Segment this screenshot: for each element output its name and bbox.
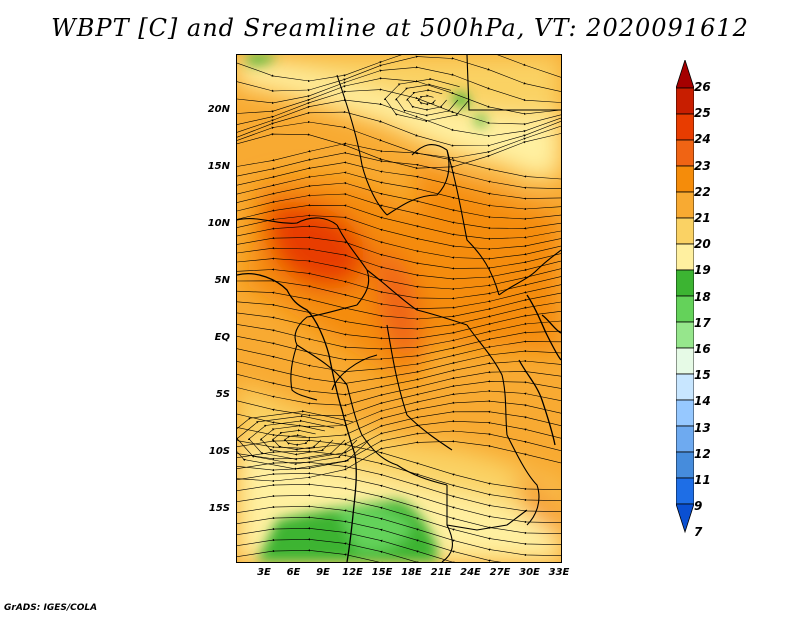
colorbar-label: 19 (694, 263, 711, 278)
colorbar-segment (676, 217, 694, 245)
colorbar-segment (676, 347, 694, 375)
colorbar-segment (676, 399, 694, 427)
colorbar-segment (676, 243, 694, 271)
map-plot-area (236, 54, 562, 563)
lon-label: 27E (489, 567, 511, 578)
colorbar-label: 24 (694, 132, 711, 147)
lon-label: 9E (316, 567, 330, 578)
colorbar-label: 22 (694, 184, 711, 199)
colorbar-max-arrow (676, 60, 694, 89)
colorbar-segment (676, 295, 694, 323)
streamline (383, 77, 470, 123)
lon-label: 24E (460, 567, 481, 578)
colorbar-segment (676, 113, 694, 141)
lat-label: 5S (215, 389, 230, 400)
colorbar-segment (676, 425, 694, 453)
colorbar-segment (676, 321, 694, 349)
colorbar-segment (676, 373, 694, 401)
colorbar-label: 7 (694, 525, 703, 540)
lon-label: 6E (286, 567, 301, 578)
colorbar-label: 25 (694, 106, 711, 121)
colorbar-label: 16 (694, 342, 711, 356)
colorbar-label: 9 (694, 499, 703, 514)
colorbar-min-arrow (676, 503, 694, 534)
streamlines (237, 55, 561, 562)
colorbar-segment (676, 191, 694, 219)
colorbar-label: 21 (694, 211, 711, 225)
streamline (237, 549, 527, 562)
colorbar-segment (676, 165, 694, 193)
lat-label: 20N (207, 104, 230, 115)
colorbar-label: 20 (694, 237, 711, 252)
colorbar-segment (676, 87, 694, 115)
lat-label: 10S (208, 446, 230, 457)
colorbar-label: 13 (694, 420, 711, 435)
colorbar-segment (676, 477, 694, 505)
colorbar-label: 18 (694, 289, 711, 304)
lon-label: 33E (548, 567, 570, 578)
colorbar-label: 17 (694, 315, 711, 330)
colorbar-label: 15 (694, 368, 711, 383)
coastline (237, 273, 561, 562)
lat-label: 5N (214, 275, 230, 286)
streamline (237, 133, 561, 170)
lon-label: 12E (342, 567, 363, 578)
colorbar-segment (676, 451, 694, 479)
lat-label: 15S (208, 503, 230, 514)
colorbar-label: 23 (694, 158, 711, 173)
wbpt-shading (237, 55, 561, 562)
lon-label: 30E (519, 567, 540, 578)
colorbar-label: 12 (694, 446, 711, 461)
lon-label: 3E (257, 567, 271, 578)
colorbar-label: 26 (694, 80, 711, 94)
colorbar-segment (676, 139, 694, 167)
lat-label: 15N (207, 161, 230, 172)
colorbar (676, 60, 694, 534)
colorbar-label: 14 (694, 394, 711, 409)
lat-label: EQ (214, 332, 230, 343)
lon-label: 15E (371, 567, 393, 578)
lat-label: 10N (207, 218, 230, 229)
lon-label: 18E (401, 567, 422, 578)
lon-label: 21E (430, 567, 452, 578)
grads-credit: GrADS: IGES/COLA (4, 603, 98, 613)
colorbar-label: 11 (694, 473, 711, 487)
colorbar-segment (676, 269, 694, 297)
chart-title: WBPT [C] and Sreamline at 500hPa, VT: 20… (51, 14, 749, 42)
streamline (237, 410, 370, 471)
